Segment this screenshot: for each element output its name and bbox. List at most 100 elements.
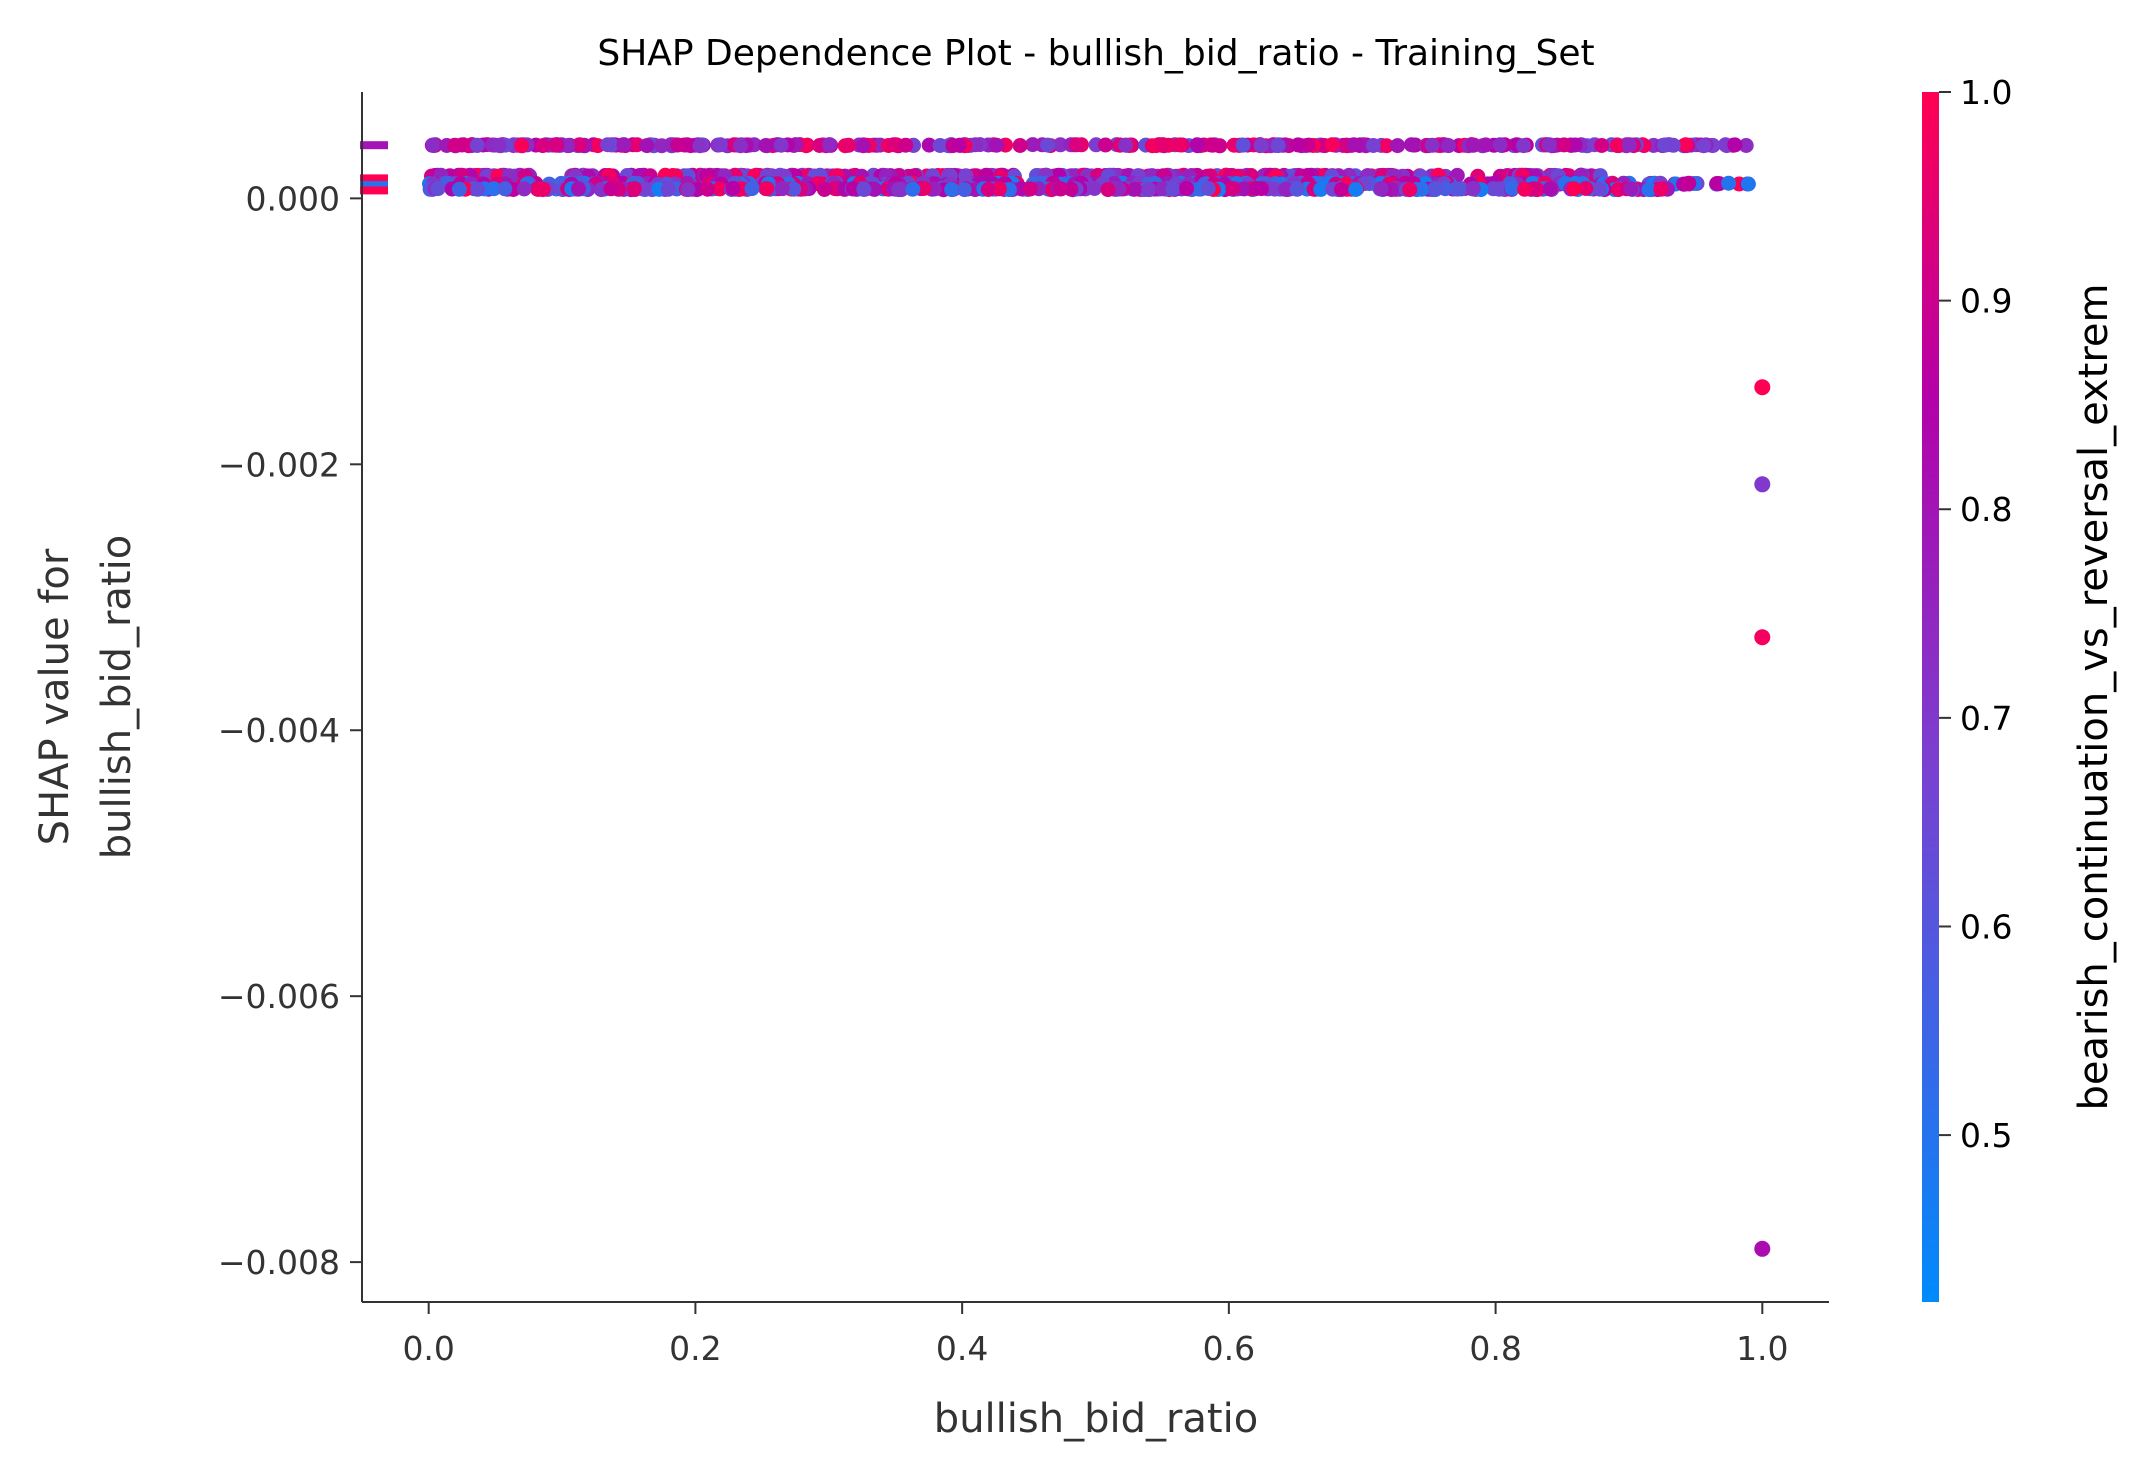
- data-point: [1200, 181, 1216, 196]
- data-point: [1592, 181, 1607, 197]
- data-point: [1738, 138, 1754, 153]
- outlier-point: [1754, 629, 1771, 646]
- data-point: [1324, 137, 1340, 153]
- data-point: [469, 137, 485, 153]
- data-point: [1127, 181, 1143, 197]
- data-point: [1465, 181, 1481, 196]
- data-point: [1492, 137, 1508, 153]
- data-point: [1141, 181, 1157, 197]
- colorbar-tick-label: 0.7: [1960, 699, 2012, 738]
- x-tick-label: 0.4: [936, 1329, 988, 1368]
- outlier-point: [1754, 476, 1771, 493]
- data-point: [447, 137, 463, 153]
- data-point: [548, 137, 564, 153]
- data-point: [603, 181, 619, 197]
- data-point: [1172, 137, 1188, 153]
- data-point: [991, 181, 1007, 197]
- data-point: [1609, 138, 1625, 154]
- data-point: [1313, 181, 1329, 197]
- data-point: [470, 181, 486, 197]
- data-point: [600, 137, 616, 153]
- data-point: [905, 181, 921, 197]
- colorbar-label: bearish_continuation_vs_reversal_extrem: [2071, 284, 2117, 1111]
- data-point: [786, 181, 802, 197]
- data-point: [712, 181, 728, 197]
- data-point: [1334, 182, 1349, 197]
- data-point: [616, 137, 632, 153]
- data-point: [816, 182, 832, 197]
- data-point: [980, 182, 996, 197]
- data-point: [1623, 181, 1639, 197]
- x-tick-label: 0.8: [1469, 1329, 1521, 1368]
- y-ticks: 0.000 −0.002 −0.004 −0.006 −0.008: [218, 179, 362, 1282]
- data-point: [841, 137, 856, 153]
- y-tick-label: −0.006: [218, 977, 340, 1016]
- data-point: [692, 138, 708, 154]
- colorbar-tick-label: 0.5: [1960, 1116, 2012, 1155]
- y-tick-label: 0.000: [246, 179, 340, 218]
- data-point: [1453, 181, 1469, 197]
- data-point: [572, 137, 588, 153]
- data-point: [866, 181, 882, 197]
- data-point: [1403, 137, 1419, 153]
- data-point: [1225, 181, 1241, 197]
- data-point: [1155, 137, 1171, 153]
- data-point: [1154, 181, 1170, 197]
- y-tick-label: −0.002: [218, 445, 340, 484]
- x-tick-label: 1.0: [1736, 1329, 1788, 1368]
- y-tick-label: −0.004: [218, 711, 340, 750]
- data-point: [856, 181, 872, 197]
- y-axis-label-line2: bullish_bid_ratio: [94, 535, 140, 859]
- data-point: [944, 182, 960, 198]
- data-point: [932, 138, 948, 153]
- data-point: [626, 181, 642, 197]
- data-point: [822, 137, 837, 153]
- data-point: [1111, 181, 1127, 197]
- data-point: [1428, 181, 1443, 196]
- data-point: [898, 137, 914, 153]
- data-point: [497, 181, 513, 197]
- histogram-marker: [360, 186, 388, 195]
- data-point: [1542, 181, 1558, 197]
- data-point: [774, 181, 790, 196]
- data-point: [1721, 175, 1737, 191]
- data-point: [1641, 182, 1657, 198]
- x-axis-label: bullish_bid_ratio: [934, 1396, 1258, 1442]
- data-point: [1289, 181, 1305, 197]
- chart-title: SHAP Dependence Plot - bullish_bid_ratio…: [597, 33, 1594, 74]
- data-point: [1189, 137, 1205, 153]
- data-point: [1424, 137, 1440, 153]
- data-point: [1566, 181, 1582, 197]
- data-point: [514, 138, 530, 153]
- data-point: [759, 181, 775, 197]
- data-point: [1290, 137, 1306, 153]
- data-point: [1379, 138, 1394, 154]
- points-layer: [360, 137, 1771, 1257]
- data-point: [773, 137, 789, 153]
- histogram-marker: [360, 141, 388, 150]
- colorbar-ticks: 0.5 0.6 0.7 0.8 0.9 1.0: [1939, 73, 2012, 1155]
- data-point: [1556, 137, 1572, 153]
- data-point: [916, 181, 932, 196]
- data-point: [1087, 181, 1102, 196]
- data-point: [1402, 182, 1418, 198]
- data-point: [680, 182, 696, 198]
- data-point: [491, 137, 507, 153]
- data-point: [1727, 137, 1743, 153]
- data-point: [886, 137, 902, 153]
- data-point: [1165, 181, 1181, 197]
- data-point: [1678, 137, 1694, 153]
- colorbar-tick-label: 1.0: [1960, 73, 2012, 112]
- data-point: [639, 138, 655, 154]
- data-point: [1653, 181, 1669, 197]
- data-point: [855, 138, 871, 154]
- data-point: [1301, 137, 1317, 153]
- data-point: [952, 137, 967, 153]
- data-point: [425, 137, 441, 153]
- data-point: [1541, 137, 1557, 153]
- data-point: [927, 181, 942, 197]
- data-point: [1478, 137, 1494, 153]
- data-point: [1253, 138, 1269, 153]
- data-point: [430, 181, 446, 197]
